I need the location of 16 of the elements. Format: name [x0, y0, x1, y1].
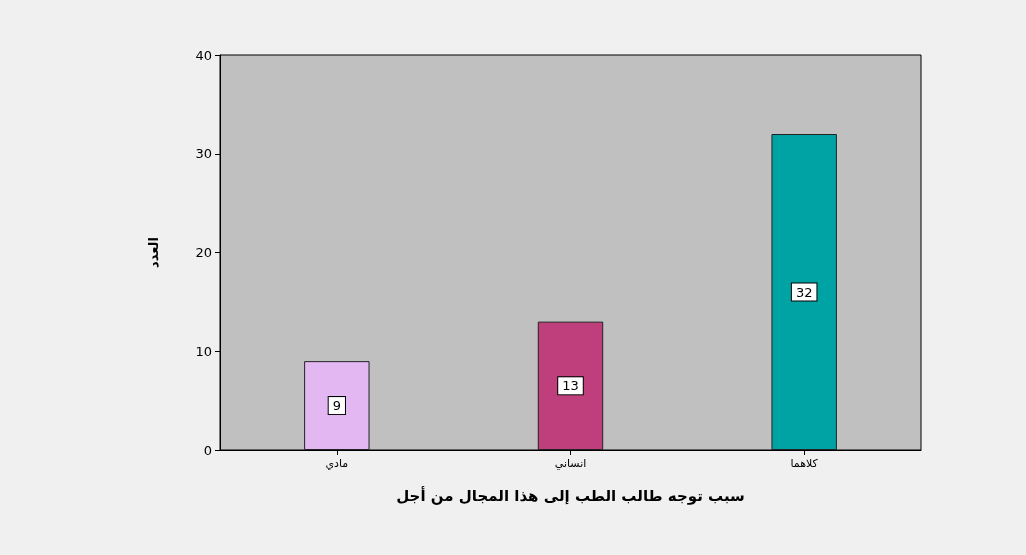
- bar: [537, 321, 604, 450]
- bar: [771, 134, 837, 450]
- data-label: 9: [332, 398, 341, 414]
- y-tick-label: 40: [195, 47, 212, 63]
- x-tick-label: انساني: [554, 457, 587, 470]
- y-tick-label: 0: [203, 442, 212, 458]
- bar: [304, 361, 370, 450]
- data-label: 13: [562, 378, 579, 394]
- x-tick-label: مادي: [325, 457, 349, 470]
- data-label: 32: [795, 284, 813, 300]
- x-tick-label: كلاهما: [790, 457, 819, 470]
- x-axis-title: سبب توجه طالب الطب إلى هذا المجال من أجل: [396, 485, 745, 505]
- y-tick-label: 10: [195, 343, 212, 359]
- y-tick-label: 30: [195, 146, 212, 162]
- y-tick-label: 20: [195, 245, 212, 260]
- y-axis-title: العدد: [146, 237, 161, 268]
